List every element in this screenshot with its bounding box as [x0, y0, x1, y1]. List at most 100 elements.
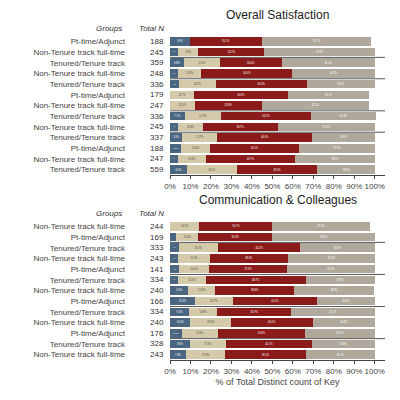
svg-text:Pt-time/Adjunct: Pt-time/Adjunct — [71, 297, 126, 306]
svg-text:333: 333 — [150, 243, 164, 252]
svg-text:38.8%: 38.8% — [251, 288, 259, 292]
svg-text:90%: 90% — [346, 367, 362, 376]
svg-text:328: 328 — [150, 339, 164, 348]
svg-text:9.6%: 9.6% — [177, 39, 184, 43]
svg-text:15.2%: 15.2% — [190, 256, 198, 260]
svg-text:36.7%: 36.7% — [237, 125, 245, 129]
svg-text:38.8%: 38.8% — [330, 288, 338, 292]
svg-text:18.7%: 18.7% — [210, 299, 218, 303]
svg-text:Tenured/Tenure track: Tenured/Tenure track — [50, 340, 126, 349]
svg-text:9.3%: 9.3% — [177, 310, 184, 314]
svg-text:20%: 20% — [203, 367, 219, 376]
svg-text:Tenured/Tenure track: Tenured/Tenure track — [50, 112, 126, 121]
svg-text:31.8%: 31.8% — [340, 114, 348, 118]
svg-text:40.0%: 40.0% — [268, 320, 276, 324]
svg-text:48.7%: 48.7% — [252, 278, 260, 282]
svg-text:36.3%: 36.3% — [232, 235, 240, 239]
svg-text:13.8%: 13.8% — [200, 310, 208, 314]
svg-text:247: 247 — [150, 154, 164, 163]
svg-text:34.1%: 34.1% — [336, 331, 344, 335]
svg-text:100%: 100% — [365, 367, 385, 376]
svg-text:169: 169 — [150, 233, 164, 242]
svg-text:40%: 40% — [244, 367, 260, 376]
svg-text:38.9%: 38.9% — [331, 157, 339, 161]
svg-text:41.0%: 41.0% — [329, 310, 337, 314]
svg-text:4.2%: 4.2% — [173, 84, 176, 85]
svg-text:5.9%: 5.9% — [173, 135, 180, 139]
svg-text:336: 336 — [150, 112, 164, 121]
svg-text:9.0%: 9.0% — [176, 288, 183, 292]
svg-text:50.0%: 50.0% — [320, 235, 328, 239]
svg-text:10.0%: 10.0% — [177, 320, 185, 324]
svg-text:Pt-time/Adjunct: Pt-time/Adjunct — [71, 329, 126, 338]
svg-text:5.3%: 5.3% — [173, 147, 178, 149]
svg-text:8.3%: 8.3% — [176, 168, 183, 172]
svg-text:9.8%: 9.8% — [186, 50, 193, 54]
svg-text:17.9%: 17.9% — [199, 114, 207, 118]
svg-text:11.7%: 11.7% — [178, 93, 186, 97]
svg-text:4.1%: 4.1% — [173, 126, 175, 127]
svg-text:14.3%: 14.3% — [181, 224, 189, 228]
svg-text:40.2%: 40.2% — [255, 246, 263, 250]
svg-text:0%: 0% — [164, 182, 176, 191]
svg-text:42.6%: 42.6% — [258, 331, 266, 335]
svg-text:39.5%: 39.5% — [273, 168, 281, 172]
svg-text:Non-Tenure track full-time: Non-Tenure track full-time — [33, 101, 125, 110]
svg-text:Non-Tenure track full-time: Non-Tenure track full-time — [33, 155, 125, 164]
svg-text:44.4%: 44.4% — [243, 71, 251, 75]
svg-text:43.7%: 43.7% — [262, 114, 270, 118]
svg-text:46.3%: 46.3% — [261, 135, 269, 139]
svg-text:4.1%: 4.1% — [173, 258, 175, 259]
svg-text:47.5%: 47.5% — [317, 224, 325, 228]
svg-text:30.8%: 30.8% — [340, 342, 348, 346]
svg-text:3.1%: 3.1% — [173, 236, 174, 237]
svg-text:24.2%: 24.2% — [208, 168, 216, 172]
svg-text:47.3%: 47.3% — [323, 125, 331, 129]
svg-text:Pt-time/Adjunct: Pt-time/Adjunct — [71, 91, 126, 100]
svg-text:53.9%: 53.9% — [316, 50, 324, 54]
svg-text:12.9%: 12.9% — [198, 288, 206, 292]
svg-text:50%: 50% — [264, 367, 280, 376]
svg-text:Pt-time/Adjunct: Pt-time/Adjunct — [71, 233, 126, 242]
svg-text:Communication & Colleagues: Communication & Colleagues — [199, 193, 357, 207]
svg-text:30.4%: 30.4% — [340, 320, 348, 324]
svg-text:179: 179 — [150, 90, 164, 99]
svg-text:40.3%: 40.3% — [330, 71, 338, 75]
svg-text:Non-Tenure track full-time: Non-Tenure track full-time — [33, 222, 125, 231]
svg-text:Tenured/Tenure track: Tenured/Tenure track — [50, 59, 126, 68]
svg-text:4.3%: 4.3% — [173, 269, 177, 270]
svg-text:248: 248 — [150, 69, 164, 78]
svg-text:176: 176 — [150, 329, 164, 338]
svg-text:70%: 70% — [305, 182, 321, 191]
svg-text:10%: 10% — [182, 367, 198, 376]
svg-text:12.0%: 12.0% — [179, 299, 187, 303]
svg-text:188: 188 — [150, 37, 164, 46]
svg-text:13.5%: 13.5% — [188, 278, 196, 282]
svg-text:35.9%: 35.9% — [250, 310, 258, 314]
svg-text:245: 245 — [150, 48, 164, 57]
svg-text:Tenured/Tenure track: Tenured/Tenure track — [50, 165, 126, 174]
svg-text:244: 244 — [150, 222, 164, 231]
svg-text:Tenured/Tenure track: Tenured/Tenure track — [50, 308, 126, 317]
svg-text:% of Total Distinct count of K: % of Total Distinct count of Key — [216, 377, 340, 387]
svg-text:42.4%: 42.4% — [328, 256, 336, 260]
svg-text:5.7%: 5.7% — [173, 332, 179, 335]
svg-text:37.2%: 37.2% — [333, 146, 341, 150]
svg-text:80%: 80% — [326, 367, 342, 376]
svg-text:38.3%: 38.3% — [245, 256, 253, 260]
svg-text:12.0%: 12.0% — [179, 103, 187, 107]
svg-text:Pt-time/Adjunct: Pt-time/Adjunct — [71, 37, 126, 46]
svg-text:6.8%: 6.8% — [174, 61, 181, 65]
svg-text:Pt-time/Adjunct: Pt-time/Adjunct — [71, 265, 126, 274]
svg-text:141: 141 — [150, 265, 164, 274]
svg-text:Non-Tenure track full-time: Non-Tenure track full-time — [33, 123, 125, 132]
svg-text:17.2%: 17.2% — [196, 135, 204, 139]
svg-text:39.7%: 39.7% — [325, 93, 333, 97]
svg-text:33.8%: 33.8% — [337, 278, 345, 282]
svg-text:Groups: Groups — [96, 24, 122, 33]
svg-text:30%: 30% — [223, 367, 239, 376]
svg-text:28.0%: 28.0% — [342, 168, 350, 172]
svg-text:Tenured/Tenure track: Tenured/Tenure track — [50, 244, 126, 253]
svg-text:336: 336 — [150, 80, 164, 89]
svg-text:32.2%: 32.2% — [228, 50, 236, 54]
